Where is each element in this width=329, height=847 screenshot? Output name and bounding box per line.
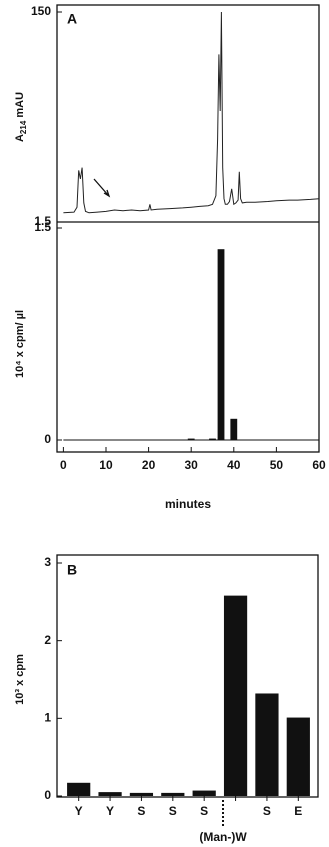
y-tick-label: 150 xyxy=(31,4,51,18)
y-tick-label: 1.5 xyxy=(34,220,51,234)
panel-label: B xyxy=(67,562,77,578)
bar xyxy=(129,792,154,796)
panel-a-frame xyxy=(56,4,320,453)
x-tick-label: (Man-)W xyxy=(199,830,247,844)
bar xyxy=(255,693,279,796)
y-tick-label: 1.5 xyxy=(34,214,51,228)
y-label-sub: 214 xyxy=(19,120,28,134)
bar xyxy=(192,790,216,796)
panel-label: A xyxy=(67,11,77,27)
x-tick-label: 30 xyxy=(185,458,199,472)
x-tick-label: 50 xyxy=(270,458,284,472)
bar xyxy=(217,249,225,440)
y-axis-label: 10³ x cpm xyxy=(14,654,26,705)
x-tick-label: S xyxy=(169,804,177,818)
bar xyxy=(209,438,216,440)
y-label-main: A xyxy=(14,134,26,142)
y-axis-label: A214 mAU xyxy=(14,92,28,142)
x-tick-label: 20 xyxy=(142,458,156,472)
bar xyxy=(286,717,310,796)
bar xyxy=(230,418,238,440)
x-axis-label: minutes xyxy=(165,497,211,511)
bar xyxy=(161,792,185,796)
bar xyxy=(98,792,122,796)
x-tick-label: Y xyxy=(75,804,83,818)
x-tick-label: 60 xyxy=(312,458,326,472)
y-tick-label: 1 xyxy=(44,711,51,725)
y-tick-label: 0 xyxy=(44,788,51,802)
x-tick-label: S xyxy=(200,804,208,818)
y-tick-label: 3 xyxy=(44,555,51,569)
bar xyxy=(67,782,91,796)
x-tick-label: E xyxy=(294,804,302,818)
x-tick-label: Y xyxy=(106,804,114,818)
x-tick-label: 40 xyxy=(227,458,241,472)
y-axis-label: 10⁴ x cpm/ µl xyxy=(14,310,26,378)
bar xyxy=(187,438,195,440)
bar xyxy=(223,595,248,796)
y-tick-label: 0 xyxy=(44,432,51,446)
panel-b-frame xyxy=(56,554,319,798)
x-tick-label: S xyxy=(263,804,271,818)
y-tick-label: 2 xyxy=(44,633,51,647)
x-tick-label: 0 xyxy=(60,458,67,472)
peak-arrow xyxy=(93,178,111,198)
y-label-rest: mAU xyxy=(14,92,26,121)
chromatogram-trace xyxy=(63,11,320,214)
x-tick-label: S xyxy=(137,804,145,818)
x-tick-label: 10 xyxy=(99,458,113,472)
